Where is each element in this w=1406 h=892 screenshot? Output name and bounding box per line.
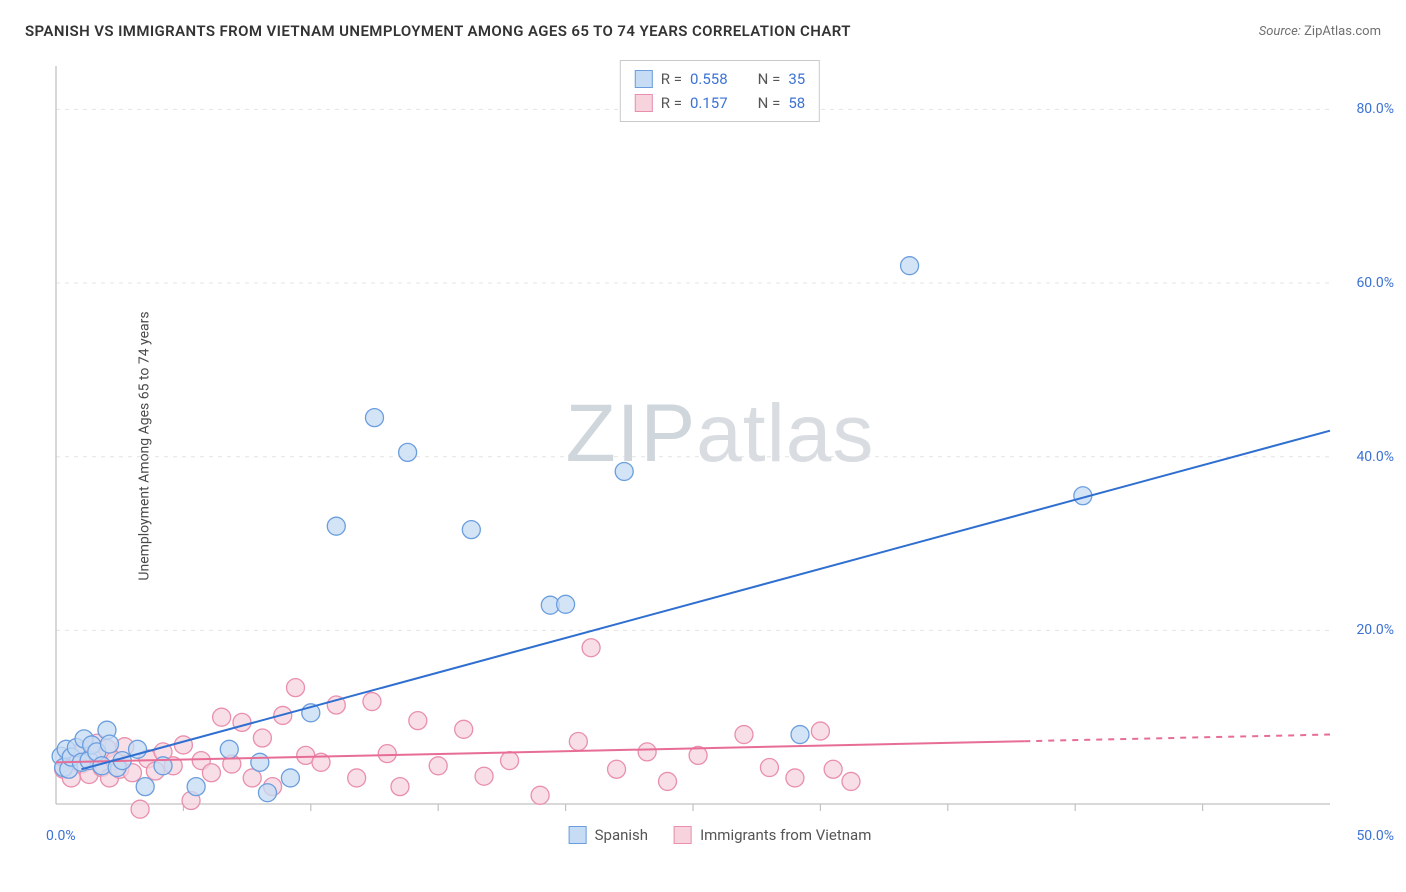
plot-area: ZIPatlas R = 0.558 N = 35 R = 0.157 N = … [50,60,1390,840]
source-attribution: Source: ZipAtlas.com [1259,24,1381,39]
swatch-vietnam [674,826,692,844]
swatch-spanish [569,826,587,844]
title-bar: SPANISH VS IMMIGRANTS FROM VIETNAM UNEMP… [25,22,1381,40]
y-tick-60: 60.0% [1356,275,1394,291]
swatch-vietnam [635,94,653,112]
x-tick-max: 50.0% [1356,828,1394,844]
x-tick-min: 0.0% [46,828,76,844]
legend-item-spanish: Spanish [569,826,648,844]
source-label: Source: [1259,24,1301,39]
n-value-vietnam: 58 [788,91,805,115]
swatch-spanish [635,70,653,88]
legend-item-vietnam: Immigrants from Vietnam [674,826,871,844]
source-value: ZipAtlas.com [1304,24,1381,39]
y-tick-20: 20.0% [1356,622,1394,638]
series-label-spanish: Spanish [595,826,648,844]
n-label: N = [758,91,781,115]
legend-row-spanish: R = 0.558 N = 35 [635,67,805,91]
y-tick-40: 40.0% [1356,449,1394,465]
r-value-vietnam: 0.157 [690,91,728,115]
r-label: R = [661,91,682,115]
n-label: N = [758,67,781,91]
y-tick-80: 80.0% [1356,101,1394,117]
n-value-spanish: 35 [788,67,805,91]
correlation-legend: R = 0.558 N = 35 R = 0.157 N = 58 [620,60,820,122]
legend-row-vietnam: R = 0.157 N = 58 [635,91,805,115]
r-value-spanish: 0.558 [690,67,728,91]
r-label: R = [661,67,682,91]
chart-title: SPANISH VS IMMIGRANTS FROM VIETNAM UNEMP… [25,22,851,40]
series-legend: Spanish Immigrants from Vietnam [569,826,872,844]
series-label-vietnam: Immigrants from Vietnam [700,826,871,844]
correlation-chart [50,60,1390,840]
